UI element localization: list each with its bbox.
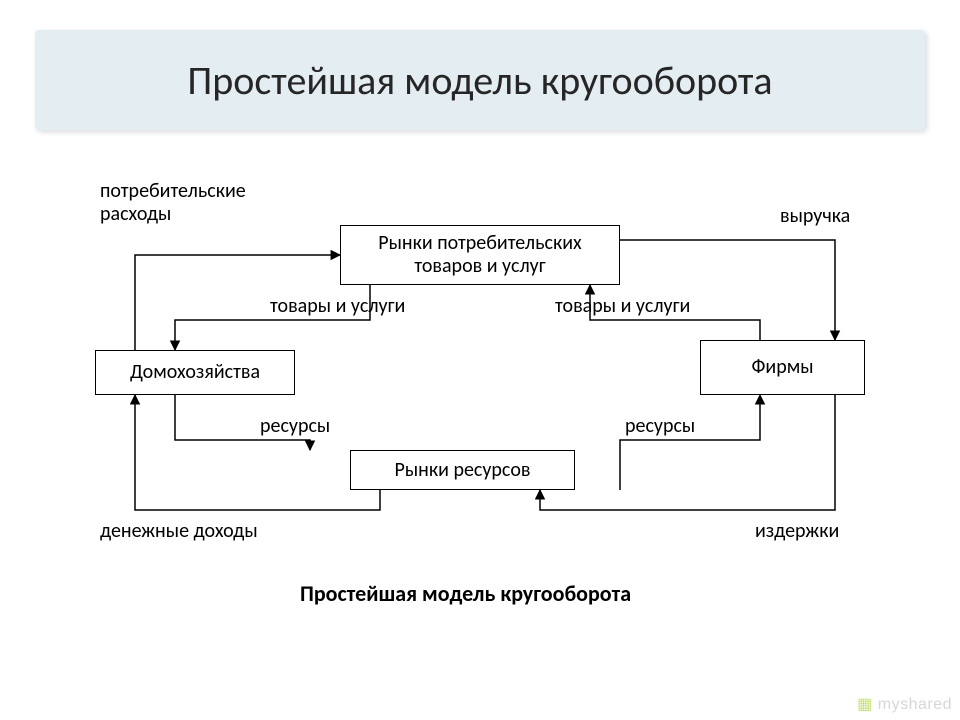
node-label: Рынки ресурсов (394, 459, 530, 482)
node-firms: Фирмы (700, 340, 865, 395)
node-label: Фирмы (751, 356, 813, 379)
title-text: Простейшая модель кругооборота (187, 56, 772, 105)
label-money-income: денежные доходы (100, 520, 258, 543)
watermark-icon: ▦ (857, 696, 873, 713)
watermark-text: myshared (878, 696, 952, 713)
edge-outer-br (540, 395, 835, 510)
edge-outer-tr (620, 240, 835, 340)
edge-inner-br (620, 395, 760, 490)
node-label: Домохозяйства (130, 361, 260, 384)
title-bar: Простейшая модель кругооборота (35, 30, 925, 130)
node-label: Рынки потребительских товаров и услуг (378, 232, 581, 278)
label-consumer-spending: потребительские расходы (100, 180, 246, 226)
label-goods-right: товары и услуги (555, 295, 690, 318)
label-resources-left: ресурсы (260, 415, 330, 438)
label-goods-left: товары и услуги (270, 295, 405, 318)
watermark: ▦ myshared (857, 694, 952, 714)
node-consumer-markets: Рынки потребительских товаров и услуг (340, 225, 620, 285)
label-resources-right: ресурсы (625, 415, 695, 438)
edge-outer-bl (135, 395, 380, 510)
node-resource-markets: Рынки ресурсов (350, 450, 575, 490)
label-revenue: выручка (780, 205, 850, 228)
diagram-caption: Простейшая модель кругооборота (300, 580, 631, 607)
label-costs: издержки (755, 520, 839, 543)
node-households: Домохозяйства (95, 350, 295, 395)
